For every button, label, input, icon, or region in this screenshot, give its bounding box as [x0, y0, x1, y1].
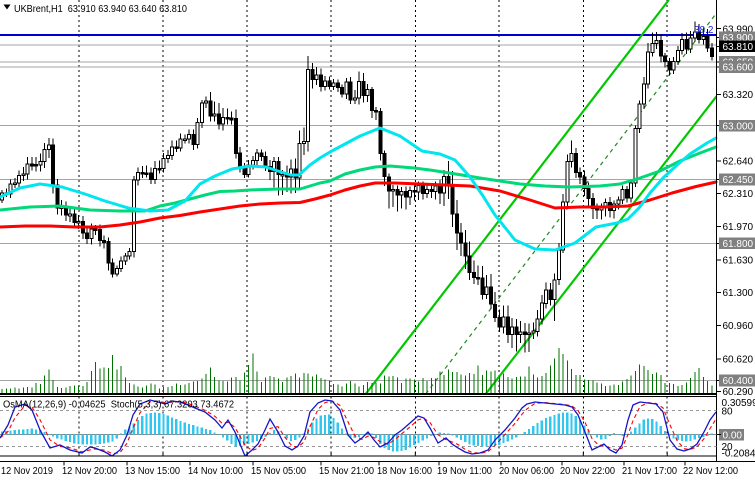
svg-text:12 Nov 20:00: 12 Nov 20:00	[62, 466, 117, 477]
svg-text:63.810: 63.810	[723, 42, 754, 53]
svg-text:15 Nov 05:00: 15 Nov 05:00	[251, 466, 306, 477]
svg-text:20: 20	[722, 442, 734, 453]
svg-text:62.640: 62.640	[723, 157, 754, 168]
svg-text:19 Nov 11:00: 19 Nov 11:00	[437, 466, 492, 477]
svg-text:63.900: 63.900	[723, 33, 754, 44]
svg-text:62.310: 62.310	[723, 189, 754, 200]
svg-text:60.400: 60.400	[723, 376, 754, 387]
svg-text:22 Nov 12:00: 22 Nov 12:00	[683, 466, 738, 477]
svg-text:12 Nov 2019: 12 Nov 2019	[1, 466, 53, 477]
svg-text:62.450: 62.450	[723, 175, 754, 186]
svg-text:21 Nov 17:00: 21 Nov 17:00	[622, 466, 677, 477]
svg-text:61.300: 61.300	[723, 288, 754, 299]
svg-text:63.320: 63.320	[723, 90, 754, 101]
svg-text:63.600: 63.600	[723, 63, 754, 74]
svg-text:63.990: 63.990	[723, 24, 754, 35]
svg-text:0.00: 0.00	[723, 430, 743, 441]
svg-text:14 Nov 10:00: 14 Nov 10:00	[188, 466, 243, 477]
svg-text:15 Nov 21:00: 15 Nov 21:00	[319, 466, 374, 477]
svg-text:63.000: 63.000	[723, 121, 754, 132]
svg-text:61.970: 61.970	[723, 222, 754, 233]
svg-text:60.620: 60.620	[723, 355, 754, 366]
svg-text:20 Nov 06:00: 20 Nov 06:00	[499, 466, 554, 477]
svg-text:0.30599: 0.30599	[722, 398, 755, 409]
svg-text:38.2: 38.2	[694, 25, 714, 36]
svg-text:61.630: 61.630	[723, 256, 754, 267]
svg-text:13 Nov 15:00: 13 Nov 15:00	[125, 466, 180, 477]
svg-text:UKBrent,H1 63.910 63.940 63.6: UKBrent,H1 63.910 63.940 63.640 63.810	[14, 3, 187, 15]
svg-text:18 Nov 16:00: 18 Nov 16:00	[377, 466, 432, 477]
svg-text:60.960: 60.960	[723, 321, 754, 332]
svg-text:20 Nov 22:00: 20 Nov 22:00	[560, 466, 615, 477]
svg-text:80: 80	[722, 406, 734, 417]
svg-text:OsMA(12,26,9) -0.04625 Stoch(: OsMA(12,26,9) -0.04625 Stoch(5,3,3) 67.3…	[3, 399, 234, 410]
svg-text:60.290: 60.290	[723, 387, 754, 398]
svg-text:61.800: 61.800	[723, 239, 754, 250]
